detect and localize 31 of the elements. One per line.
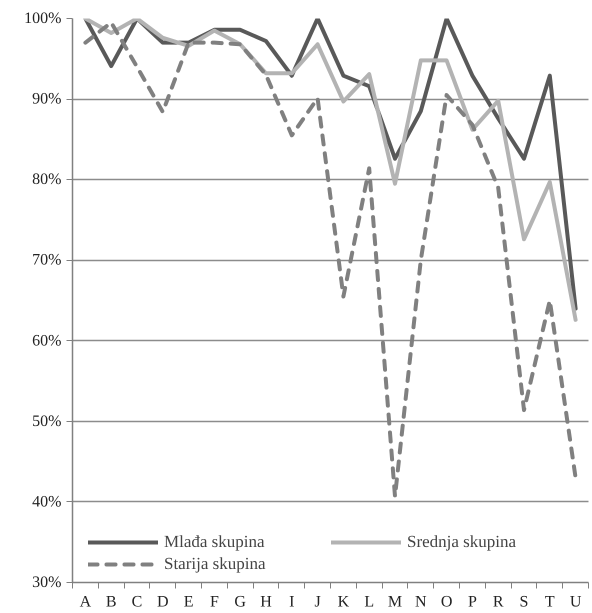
y-tick-label: 70% bbox=[32, 252, 62, 269]
x-tick-label: R bbox=[492, 594, 504, 610]
y-tick-label: 60% bbox=[32, 332, 62, 350]
x-tick-label: O bbox=[440, 594, 452, 610]
x-tick-label: B bbox=[106, 594, 117, 610]
legend-label: Mlađa skupina bbox=[164, 532, 266, 552]
x-tick-label: C bbox=[132, 594, 142, 610]
x-tick-label: J bbox=[314, 594, 321, 610]
x-tick-label: T bbox=[544, 594, 555, 610]
x-tick-label: F bbox=[210, 594, 219, 610]
legend-label: Srednja skupina bbox=[407, 532, 518, 552]
x-tick-label: A bbox=[80, 594, 92, 610]
x-tick-label: U bbox=[570, 594, 582, 610]
x-tick-label: H bbox=[260, 594, 272, 610]
y-tick-label: 40% bbox=[32, 493, 62, 510]
x-tick-label: I bbox=[289, 594, 294, 610]
x-tick-label: P bbox=[468, 594, 477, 610]
y-tick-label: 100% bbox=[24, 10, 62, 27]
x-tick-label: K bbox=[338, 594, 350, 610]
legend-label: Starija skupina bbox=[164, 554, 267, 574]
x-tick-label: E bbox=[184, 594, 194, 610]
y-tick-label: 90% bbox=[32, 90, 62, 108]
x-tick-label: D bbox=[157, 594, 169, 610]
y-tick-label: 50% bbox=[32, 412, 62, 430]
x-tick-label: G bbox=[234, 594, 246, 610]
x-tick-label: S bbox=[520, 594, 528, 610]
y-tick-label: 80% bbox=[32, 171, 62, 188]
x-tick-label: N bbox=[415, 594, 428, 610]
y-tick-label: 30% bbox=[32, 574, 62, 591]
x-tick-label: L bbox=[364, 594, 374, 610]
x-tick-label: M bbox=[388, 594, 402, 610]
